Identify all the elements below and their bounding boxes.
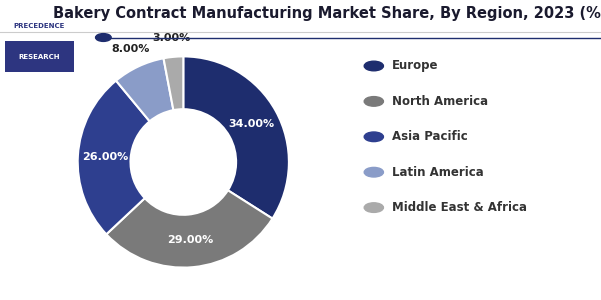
Text: Europe: Europe [392,59,438,73]
Wedge shape [183,56,289,219]
Text: 3.00%: 3.00% [153,33,191,43]
Wedge shape [78,81,150,234]
Bar [5,41,74,72]
Text: Latin America: Latin America [392,166,484,179]
Text: RESEARCH: RESEARCH [19,54,60,60]
Text: 29.00%: 29.00% [168,235,214,245]
Wedge shape [116,58,174,121]
Text: Asia Pacific: Asia Pacific [392,130,468,143]
Text: 26.00%: 26.00% [82,152,129,162]
Text: PRECEDENCE: PRECEDENCE [14,23,65,29]
Text: North America: North America [392,95,488,108]
Text: Middle East & Africa: Middle East & Africa [392,201,527,214]
Bar [5,11,74,41]
Text: 34.00%: 34.00% [229,119,275,129]
Text: 8.00%: 8.00% [111,44,150,54]
Text: Bakery Contract Manufacturing Market Share, By Region, 2023 (%): Bakery Contract Manufacturing Market Sha… [53,6,601,21]
Wedge shape [106,190,272,268]
Wedge shape [163,56,183,110]
